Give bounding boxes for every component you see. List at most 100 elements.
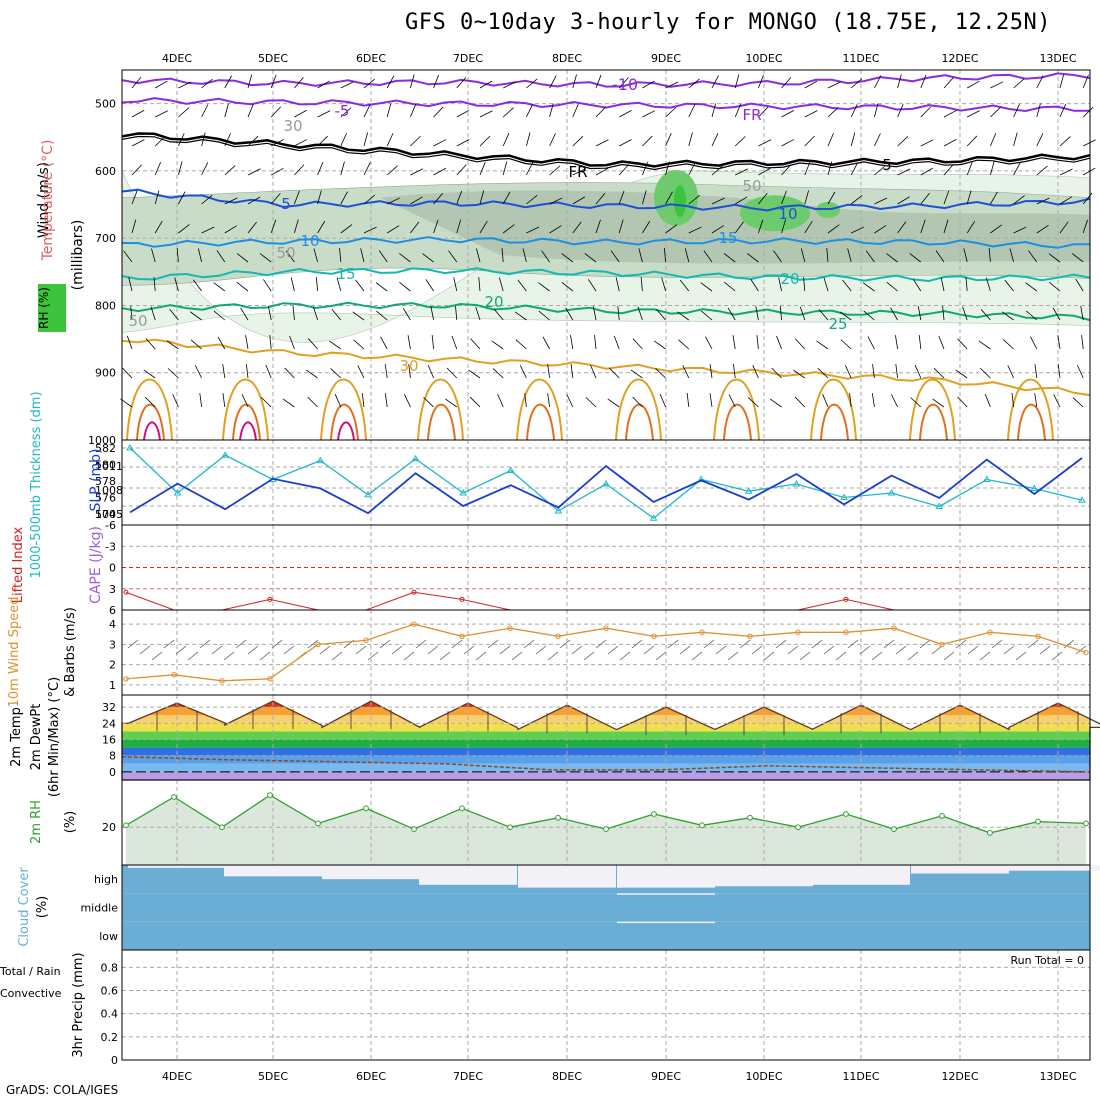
wind-tick-label: 1: [109, 679, 116, 692]
wind-barb: [678, 339, 690, 350]
surface-wind-barb: [607, 645, 619, 655]
surface-wind-barb: [919, 639, 931, 649]
wind-barb: [1057, 335, 1061, 350]
surface-wind-barb: [403, 651, 415, 661]
wind-barb: [408, 364, 411, 379]
wind-barb: [456, 219, 462, 234]
wind-barb: [943, 77, 954, 89]
cloud-gap: [419, 865, 517, 885]
wind-barb: [317, 110, 331, 118]
wind-barb: [270, 219, 277, 234]
wind-barb: [271, 167, 284, 176]
top-date-label: 5DEC: [258, 52, 288, 65]
surface-wind-barb: [583, 651, 595, 661]
wind-barb: [642, 161, 648, 176]
wind-barb: [1025, 282, 1038, 292]
rh2m-point: [1035, 818, 1041, 825]
wind-barb: [194, 365, 202, 379]
wind-barb: [410, 221, 420, 234]
warm-contour: [126, 378, 173, 441]
wind-barb: [433, 106, 444, 118]
wind-barb: [433, 219, 439, 234]
wind-barb: [709, 364, 713, 379]
wind-barb: [154, 135, 166, 147]
surface-wind-barb: [139, 645, 151, 655]
warm-contour: [810, 378, 857, 441]
ylabel-thickness: 1000-500mb Thickness (dm): [29, 391, 44, 578]
wind-barb: [839, 311, 852, 321]
precip-tick-label: 0.2: [101, 1031, 119, 1044]
wind-barb: [213, 310, 226, 321]
contour-label: 30: [399, 357, 418, 375]
wind-barb: [874, 133, 881, 147]
wind-barb: [609, 367, 620, 379]
wind-barb: [1057, 364, 1061, 379]
wind-barb: [752, 365, 759, 379]
wind-barb: [1048, 253, 1061, 263]
surface-wind-barb: [595, 639, 607, 649]
wind-barb: [572, 168, 586, 176]
wind-barb: [990, 81, 1004, 89]
slp-tick-label: 1011: [95, 460, 123, 473]
wind-barb: [514, 311, 527, 321]
surface-wind-barb: [943, 651, 955, 661]
wind-barb: [561, 281, 574, 292]
wind-barb: [430, 306, 434, 321]
ylabel-rh-unit: (%): [63, 811, 78, 834]
wind-barb: [433, 167, 447, 176]
rh-high-patch: [740, 195, 810, 232]
surface-wind-barb: [415, 639, 427, 649]
wind-barb: [711, 197, 725, 205]
wind-barb: [478, 277, 481, 292]
wind-barb: [469, 396, 481, 408]
cloud-gap: [322, 865, 420, 880]
wind-barb: [501, 248, 504, 263]
temperature-contour: [121, 301, 1091, 322]
rh2m-point: [267, 792, 273, 799]
wind-barb: [595, 192, 606, 205]
surface-wind-barb: [979, 651, 991, 661]
wind-barb: [756, 335, 759, 350]
wind-barb: [895, 335, 898, 350]
wind-barb: [918, 335, 922, 350]
wind-barb: [985, 277, 991, 292]
contour-label: 25: [828, 315, 847, 333]
thickness-tick-label: 574: [95, 508, 116, 521]
wind-barb: [269, 335, 272, 350]
wind-barb: [305, 369, 318, 379]
wind-barb: [503, 81, 516, 89]
wind-barb: [294, 77, 304, 89]
wind-barb: [247, 196, 261, 205]
wind-barb: [410, 74, 415, 89]
wind-barb: [776, 335, 782, 350]
wind-barb: [404, 394, 411, 408]
wind-barb: [131, 77, 142, 89]
wind-barb: [240, 307, 249, 321]
ylabel-convective: Convective: [0, 987, 62, 1000]
surface-wind-barb: [679, 645, 691, 655]
wind-barb: [245, 335, 249, 350]
cloud-gap: [128, 865, 226, 868]
surface-wind-barb: [691, 651, 703, 661]
wind-barb: [312, 306, 318, 321]
wind-barb: [236, 282, 249, 292]
wind-barb: [1036, 133, 1044, 147]
thickness-point: [792, 480, 801, 487]
wind-barb: [793, 369, 806, 379]
lifted-point: [411, 589, 417, 595]
precip-tick-label: 0.8: [101, 961, 119, 974]
wind-barb: [259, 253, 272, 263]
wind-speed-point: [123, 676, 129, 682]
wind-barb: [479, 161, 486, 176]
wind-barb: [479, 110, 493, 118]
temp-envelope: [121, 700, 1100, 781]
ylabel-wind10: 10m Wind Speed: [7, 597, 22, 708]
wind-barb: [178, 107, 190, 118]
surface-wind-barb: [895, 645, 907, 655]
wind-barb: [270, 74, 277, 89]
pressure-tick-label: 600: [95, 165, 116, 178]
wind-barb: [386, 133, 394, 147]
thickness-point: [887, 489, 896, 496]
surface-wind-barb: [283, 645, 295, 655]
wind-barb: [1053, 394, 1061, 408]
